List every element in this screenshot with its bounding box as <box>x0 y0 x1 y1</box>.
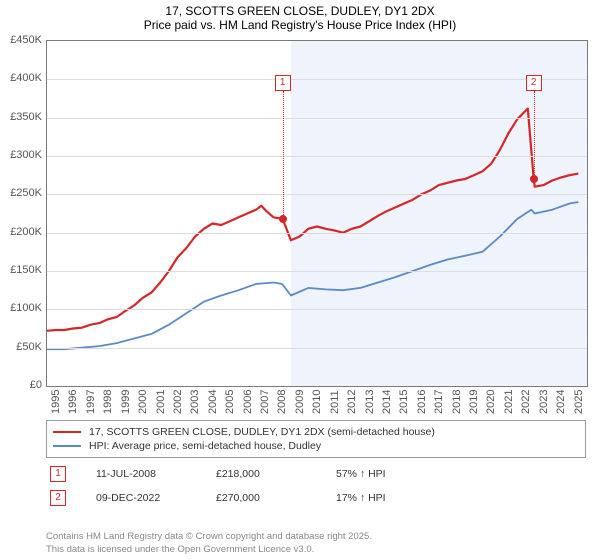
y-axis-label: £200K <box>2 226 42 238</box>
x-axis-label: 2002 <box>172 390 184 414</box>
y-axis-label: £400K <box>2 72 42 84</box>
footer-line-1: Contains HM Land Registry data © Crown c… <box>46 531 372 543</box>
gridline <box>47 118 587 119</box>
x-axis-label: 2018 <box>451 390 463 414</box>
series-price <box>47 109 578 331</box>
data-point-pct: 57% ↑ HPI <box>336 468 386 480</box>
y-axis-label: £250K <box>2 187 42 199</box>
chart-svg <box>47 41 587 386</box>
gridline <box>47 79 587 80</box>
x-axis-label: 1995 <box>50 390 62 414</box>
marker-data-table: 1 11-JUL-2008£218,00057% ↑ HPI 2 09-DEC-202… <box>46 462 586 510</box>
marker-label-1: 1 <box>275 75 291 91</box>
marker-line-2 <box>534 91 535 179</box>
data-point-marker: 2 <box>50 490 66 506</box>
gridline <box>47 271 587 272</box>
data-point-date: 09-DEC-2022 <box>96 492 216 504</box>
y-axis-label: £300K <box>2 149 42 161</box>
gridline <box>47 309 587 310</box>
x-axis-label: 2003 <box>189 390 201 414</box>
x-axis-label: 2022 <box>520 390 532 414</box>
data-point-pct: 17% ↑ HPI <box>336 492 386 504</box>
chart-title: 17, SCOTTS GREEN CLOSE, DUDLEY, DY1 2DX … <box>0 0 600 34</box>
x-axis-label: 2020 <box>485 390 497 414</box>
data-point-price: £270,000 <box>216 492 336 504</box>
y-axis-label: £100K <box>2 302 42 314</box>
footer-licence: Contains HM Land Registry data © Crown c… <box>46 531 372 556</box>
x-axis-label: 2021 <box>503 390 515 414</box>
gridline <box>47 348 587 349</box>
x-axis-label: 2011 <box>329 390 341 414</box>
data-point-row: 2 09-DEC-2022£270,00017% ↑ HPI <box>46 486 586 510</box>
data-point-marker: 1 <box>50 466 66 482</box>
x-axis-label: 2000 <box>137 390 149 414</box>
y-axis-label: £350K <box>2 111 42 123</box>
x-axis-label: 1998 <box>102 390 114 414</box>
data-point-price: £218,000 <box>216 468 336 480</box>
x-axis-label: 2012 <box>346 390 358 414</box>
gridline <box>47 233 587 234</box>
footer-line-2: This data is licensed under the Open Gov… <box>46 544 372 556</box>
x-axis-label: 1996 <box>67 390 79 414</box>
x-axis-label: 2025 <box>573 390 585 414</box>
gridline <box>47 156 587 157</box>
legend-box: 17, SCOTTS GREEN CLOSE, DUDLEY, DY1 2DX … <box>46 420 586 458</box>
x-axis-label: 2015 <box>398 390 410 414</box>
legend-row: HPI: Average price, semi-detached house,… <box>53 439 579 453</box>
marker-line-1 <box>283 91 284 219</box>
x-axis-label: 1999 <box>120 390 132 414</box>
marker-point-1 <box>279 215 287 223</box>
legend-swatch <box>53 431 81 433</box>
x-axis-label: 2008 <box>276 390 288 414</box>
y-axis-label: £50K <box>2 341 42 353</box>
x-axis-label: 2024 <box>555 390 567 414</box>
x-axis-label: 2009 <box>294 390 306 414</box>
y-axis-label: £450K <box>2 34 42 46</box>
y-axis-label: £0 <box>2 379 42 391</box>
y-axis-label: £150K <box>2 264 42 276</box>
x-axis-label: 2013 <box>364 390 376 414</box>
x-axis-label: 2007 <box>259 390 271 414</box>
data-point-date: 11-JUL-2008 <box>96 468 216 480</box>
x-axis-label: 2004 <box>207 390 219 414</box>
x-axis-label: 2010 <box>311 390 323 414</box>
series-hpi <box>47 202 578 349</box>
legend-label: HPI: Average price, semi-detached house,… <box>89 440 321 452</box>
x-axis-label: 1997 <box>85 390 97 414</box>
legend-label: 17, SCOTTS GREEN CLOSE, DUDLEY, DY1 2DX … <box>89 426 435 438</box>
x-axis-label: 2006 <box>242 390 254 414</box>
data-point-row: 1 11-JUL-2008£218,00057% ↑ HPI <box>46 462 586 486</box>
title-line-2: Price paid vs. HM Land Registry's House … <box>0 18 600 32</box>
legend-swatch <box>53 445 81 447</box>
x-axis-label: 2023 <box>538 390 550 414</box>
marker-point-2 <box>530 175 538 183</box>
x-axis-label: 2017 <box>433 390 445 414</box>
marker-label-2: 2 <box>526 75 542 91</box>
gridline <box>47 194 587 195</box>
legend-row: 17, SCOTTS GREEN CLOSE, DUDLEY, DY1 2DX … <box>53 425 579 439</box>
x-axis-label: 2016 <box>416 390 428 414</box>
x-axis-label: 2014 <box>381 390 393 414</box>
x-axis-label: 2019 <box>468 390 480 414</box>
x-axis-label: 2001 <box>155 390 167 414</box>
title-line-1: 17, SCOTTS GREEN CLOSE, DUDLEY, DY1 2DX <box>0 4 600 18</box>
chart-plot-area: 12 <box>46 40 588 387</box>
x-axis-label: 2005 <box>224 390 236 414</box>
